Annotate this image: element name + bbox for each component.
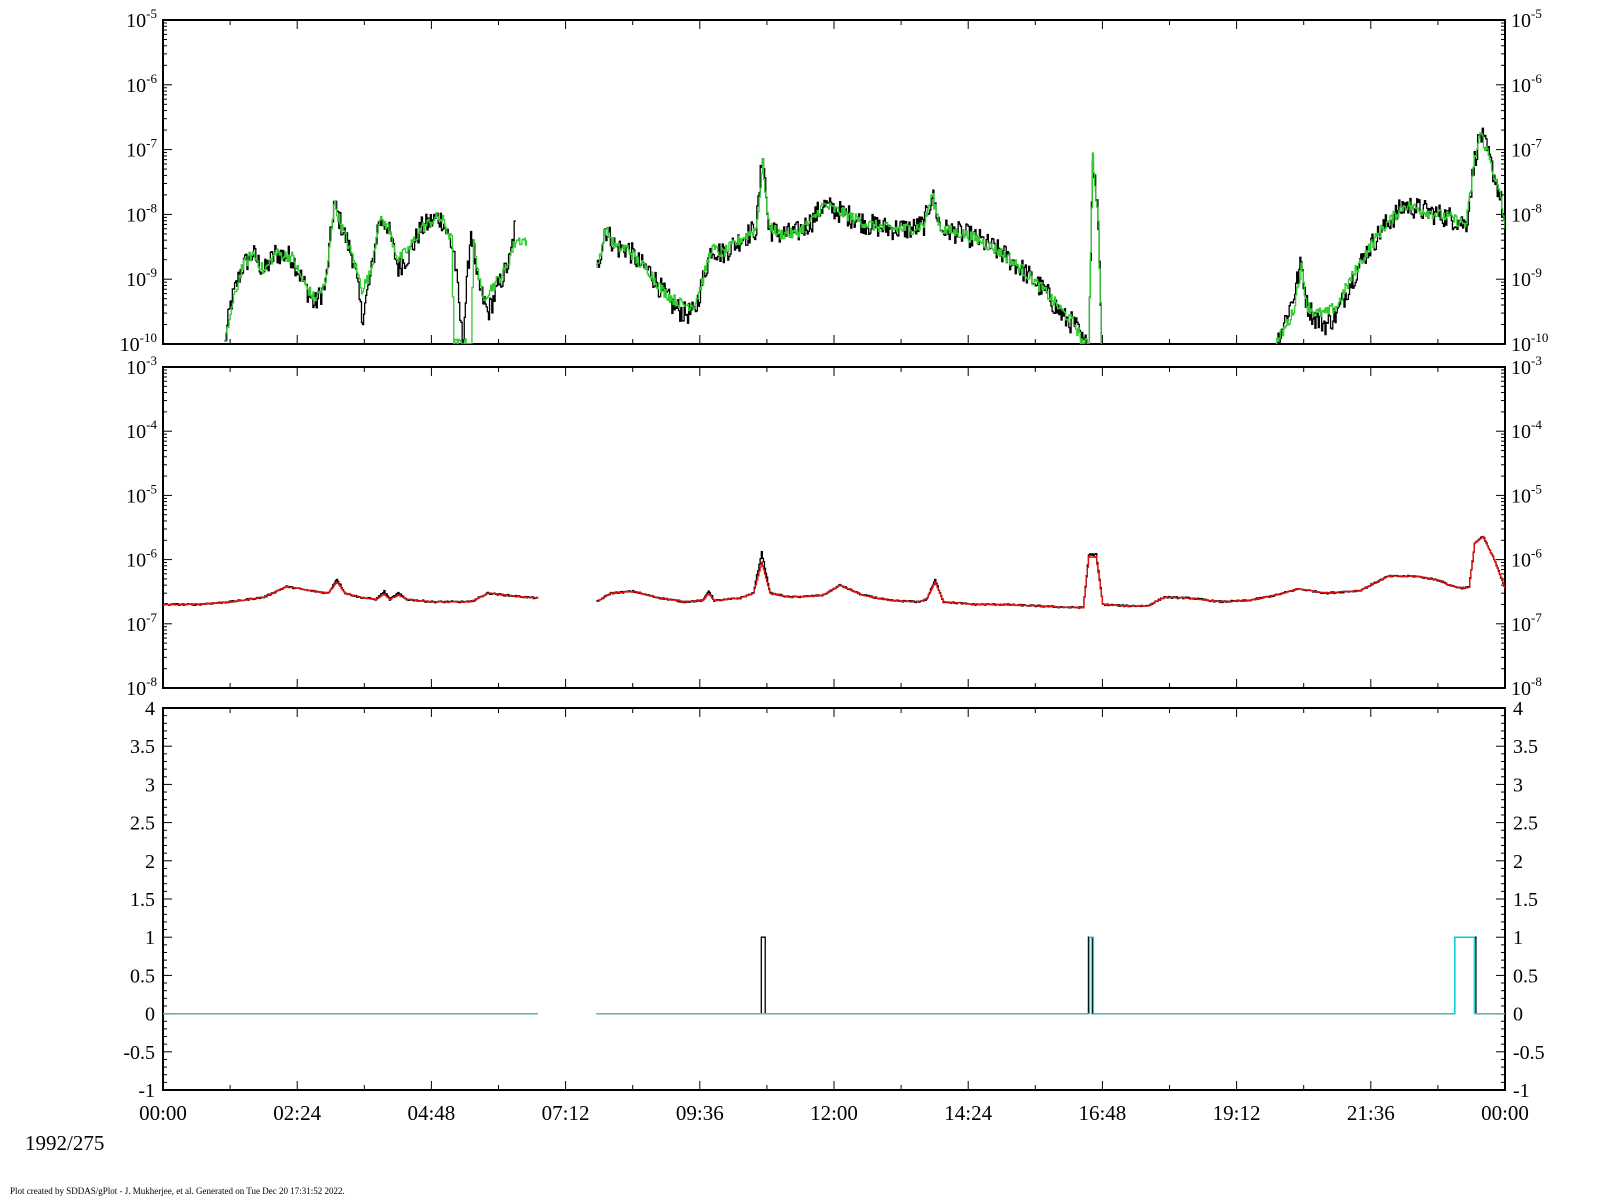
y-tick-label: 3 <box>145 774 155 796</box>
y-tick-label: -0.5 <box>123 1042 155 1064</box>
x-tick-label: 19:12 <box>1213 1101 1261 1125</box>
y-tick-label: 10-10 <box>1511 330 1548 356</box>
series-line-black <box>596 158 1102 344</box>
y-tick-label: 10-5 <box>1511 481 1542 507</box>
date-label: 1992/275 <box>25 1131 104 1155</box>
x-tick-label: 09:36 <box>676 1101 724 1125</box>
series-group <box>163 936 1505 1015</box>
x-tick-label: 16:48 <box>1078 1101 1126 1125</box>
series-line-black <box>596 535 1505 609</box>
y-tick-label: 10-9 <box>126 265 157 291</box>
y-tick-label: 2.5 <box>130 813 155 835</box>
y-tick-label: 10-9 <box>1511 265 1542 291</box>
y-tick-label: 10-7 <box>126 610 157 636</box>
y-tick-label: 0 <box>145 1004 155 1026</box>
x-tick-label: 14:24 <box>944 1101 992 1125</box>
y-tick-label: 0 <box>1513 1004 1523 1026</box>
y-tick-label: 10-6 <box>126 71 157 97</box>
x-tick-label: 07:12 <box>542 1101 590 1125</box>
x-tick-label: 04:48 <box>407 1101 455 1125</box>
y-tick-label: 1 <box>145 927 155 949</box>
x-tick-label: 12:00 <box>810 1101 858 1125</box>
y-tick-label: 3 <box>1513 774 1523 796</box>
x-tick-label: 00:00 <box>139 1101 187 1125</box>
y-tick-label: 10-5 <box>126 481 157 507</box>
y-tick-label: 10-3 <box>126 353 157 379</box>
x-tick-label: 02:24 <box>273 1101 321 1125</box>
x-tick-label: 21:36 <box>1347 1101 1395 1125</box>
series-line-green <box>596 152 1102 344</box>
y-tick-label: 10-7 <box>1511 136 1542 162</box>
y-tick-label: 1 <box>1513 927 1523 949</box>
y-tick-label: -1 <box>1513 1080 1530 1102</box>
credit-text: Plot created by SDDAS/gPlot - J. Mukherj… <box>10 1186 345 1196</box>
y-tick-label: 10-3 <box>1511 353 1542 379</box>
series-line-cyan <box>596 936 1505 1015</box>
panel-bottom: 00:00 02:24 04:48 07:12 09:36 12:00 14:24 16:48… <box>123 698 1544 1125</box>
y-tick-label: 10-4 <box>1511 417 1542 443</box>
y-tick-label: 3.5 <box>1513 736 1538 758</box>
y-tick-label: 10-6 <box>126 546 157 572</box>
series-group <box>224 127 1505 344</box>
y-tick-label: 1.5 <box>1513 889 1538 911</box>
series-line-black <box>163 578 539 606</box>
y-tick-label: 4 <box>145 698 155 720</box>
y-tick-label: 2 <box>1513 851 1523 873</box>
y-tick-label: 10-8 <box>126 200 157 226</box>
y-tick-label: -0.5 <box>1513 1042 1545 1064</box>
y-tick-label: 10-8 <box>1511 200 1542 226</box>
y-tick-label: -1 <box>138 1080 155 1102</box>
y-tick-label: 0.5 <box>1513 965 1538 987</box>
x-tick-label: 00:00 <box>1481 1101 1529 1125</box>
y-tick-label: 4 <box>1513 698 1523 720</box>
panel-middle: 10-8 10-8 10-7 10-7 10-6 10-6 10-5 10-5 10-4 10-4… <box>126 353 1542 700</box>
plot-frame <box>162 366 1506 689</box>
series-line-green <box>224 200 528 344</box>
y-tick-label: 10-7 <box>1511 610 1542 636</box>
y-tick-label: 1.5 <box>130 889 155 911</box>
series-line-red <box>596 535 1505 609</box>
y-tick-label: 3.5 <box>130 736 155 758</box>
y-tick-label: 10-6 <box>1511 546 1542 572</box>
y-tick-label: 0.5 <box>130 965 155 987</box>
series-line-black <box>596 936 1505 1015</box>
y-tick-label: 10-4 <box>126 417 157 443</box>
y-tick-label: 10-8 <box>1511 674 1542 700</box>
series-line-black <box>1275 127 1505 344</box>
y-tick-label: 10-6 <box>1511 71 1542 97</box>
y-tick-label: 2.5 <box>1513 813 1538 835</box>
series-group <box>163 535 1505 609</box>
y-tick-label: 2 <box>145 851 155 873</box>
y-tick-label: 10-7 <box>126 136 157 162</box>
y-tick-label: 10-8 <box>126 674 157 700</box>
y-tick-label: 10-5 <box>1511 6 1542 32</box>
y-tick-label: 10-5 <box>126 6 157 32</box>
series-line-green <box>1275 132 1505 344</box>
series-line-red <box>163 581 539 606</box>
plot-frame <box>162 707 1506 1091</box>
